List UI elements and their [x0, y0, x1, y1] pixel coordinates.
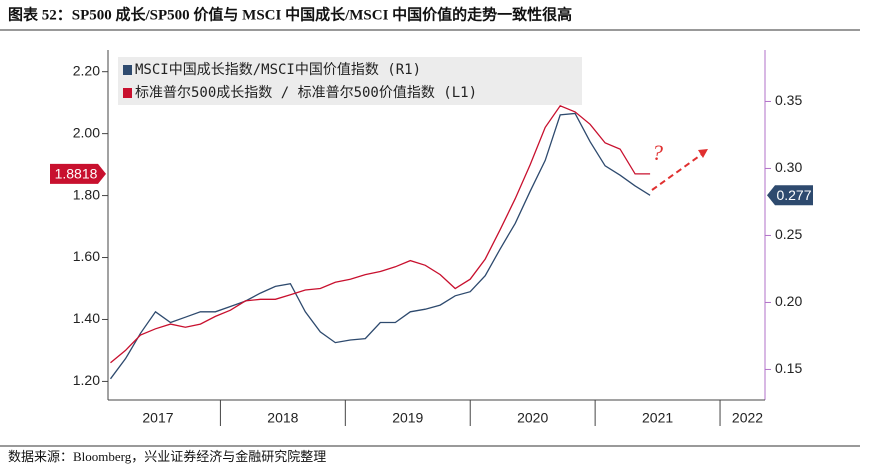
x-tick-label: 2017 — [142, 410, 173, 426]
y2-tick-label: 0.15 — [775, 360, 802, 376]
y2-tick-label: 0.25 — [775, 226, 802, 242]
y-tick-label: 1.60 — [73, 248, 100, 264]
y-tick-label: 1.40 — [73, 310, 100, 326]
y2-tick-label: 0.35 — [775, 92, 802, 108]
question-mark: ? — [652, 140, 663, 165]
end-label-box — [767, 185, 813, 206]
x-tick-label: 2020 — [517, 410, 548, 426]
chart-title: 图表 52：SP500 成长/SP500 价值与 MSCI 中国成长/MSCI … — [8, 5, 572, 23]
end-label: 0.277 — [776, 187, 811, 203]
x-tick-label: 2021 — [642, 410, 673, 426]
y-tick-label: 1.80 — [73, 186, 100, 202]
arrow-head — [698, 149, 708, 158]
end-label-box — [50, 163, 106, 184]
x-tick-label: 2022 — [732, 410, 763, 426]
y2-tick-label: 0.20 — [775, 293, 802, 309]
y2-tick-label: 0.30 — [775, 159, 802, 175]
legend-swatch — [123, 88, 132, 98]
end-label: 1.8818 — [55, 166, 98, 182]
series-line — [110, 105, 651, 364]
y-tick-label: 2.00 — [73, 124, 100, 140]
x-tick-label: 2019 — [392, 410, 423, 426]
legend-box — [118, 57, 582, 105]
y-tick-label: 1.20 — [73, 372, 100, 388]
legend-label: 标准普尔500成长指数 / 标准普尔500价值指数 (L1) — [135, 85, 477, 101]
y-tick-label: 2.20 — [73, 62, 100, 78]
legend-swatch — [123, 65, 132, 75]
source: 数据来源：Bloomberg，兴业证券经济与金融研究院整理 — [8, 449, 326, 464]
trend-arrow — [651, 151, 706, 191]
series-line — [109, 112, 651, 380]
legend-label: MSCI中国成长指数/MSCI中国价值指数 (R1) — [135, 62, 421, 78]
x-tick-label: 2018 — [267, 410, 298, 426]
